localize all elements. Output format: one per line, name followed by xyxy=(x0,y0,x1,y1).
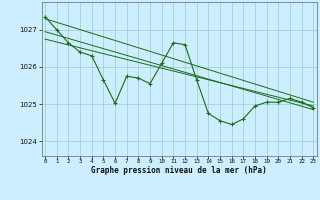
X-axis label: Graphe pression niveau de la mer (hPa): Graphe pression niveau de la mer (hPa) xyxy=(91,166,267,175)
